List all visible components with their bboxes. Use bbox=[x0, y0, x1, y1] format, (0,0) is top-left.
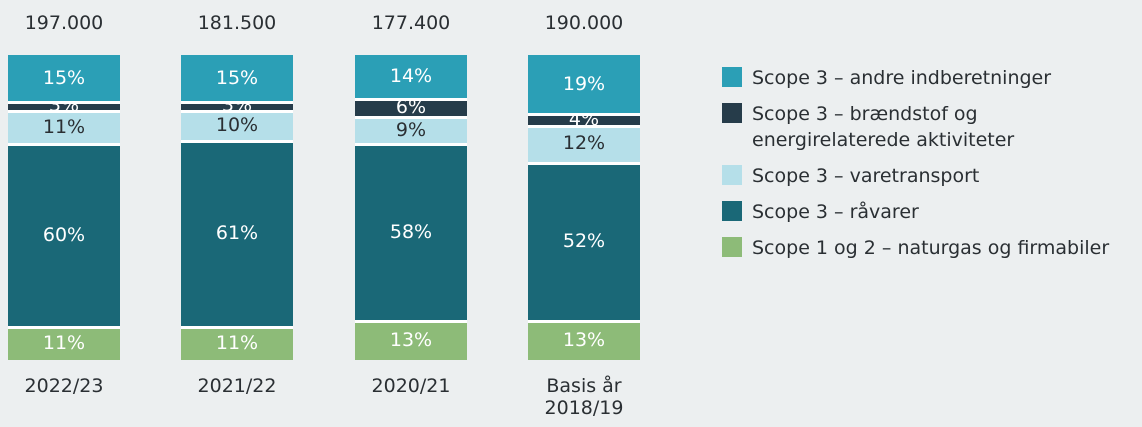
bar-segment bbox=[528, 323, 640, 360]
value-label: 11% bbox=[42, 332, 86, 355]
total-label: 181.500 bbox=[197, 12, 277, 34]
value-label: 52% bbox=[562, 230, 606, 253]
bar-segment bbox=[8, 146, 120, 327]
value-label: 11% bbox=[42, 115, 86, 138]
legend-label: Scope 3 – varetransport bbox=[752, 165, 980, 187]
category-label: 2020/21 bbox=[371, 375, 451, 397]
category-label: Basis år 2018/19 bbox=[544, 375, 624, 419]
value-label: 58% bbox=[389, 220, 433, 243]
bar-segment bbox=[528, 164, 640, 321]
category-label: 2021/22 bbox=[197, 375, 277, 397]
value-label: 13% bbox=[562, 329, 606, 352]
bar-segment bbox=[181, 55, 293, 101]
legend-swatch bbox=[722, 165, 742, 185]
value-label: 19% bbox=[562, 72, 606, 95]
value-label: 6% bbox=[395, 95, 427, 118]
legend-label: Scope 1 og 2 – naturgas og firmabiler bbox=[752, 237, 1110, 259]
bar-segment bbox=[355, 55, 467, 98]
bar-segment bbox=[355, 100, 467, 116]
value-label: 60% bbox=[42, 223, 86, 246]
bar-segment bbox=[8, 329, 120, 360]
category-label: 2022/23 bbox=[24, 375, 104, 397]
value-label: 15% bbox=[215, 66, 259, 89]
bar-segment bbox=[8, 103, 120, 110]
total-label: 197.000 bbox=[24, 12, 104, 34]
bar-segment bbox=[528, 115, 640, 126]
value-label: 9% bbox=[395, 118, 427, 141]
bar-segment bbox=[528, 55, 640, 113]
bar-segment bbox=[8, 112, 120, 144]
value-label: 10% bbox=[215, 114, 259, 137]
total-label: 177.400 bbox=[371, 12, 451, 34]
bar-segment bbox=[355, 119, 467, 144]
legend-swatch bbox=[722, 67, 742, 87]
value-label: 11% bbox=[215, 332, 259, 355]
legend-label: Scope 3 – brændstof og energirelaterede … bbox=[752, 103, 1015, 151]
value-label: 14% bbox=[389, 65, 433, 88]
value-label: 13% bbox=[389, 329, 433, 352]
bar-segment bbox=[528, 128, 640, 162]
value-label: 61% bbox=[215, 222, 259, 245]
bar-segment bbox=[355, 323, 467, 360]
value-label: 12% bbox=[562, 132, 606, 155]
bar-segment bbox=[181, 103, 293, 110]
value-label: 4% bbox=[568, 108, 600, 131]
legend-swatch bbox=[722, 237, 742, 257]
legend-label: Scope 3 – andre indberetninger bbox=[752, 67, 1052, 89]
total-label: 190.000 bbox=[544, 12, 624, 34]
bar-segment bbox=[8, 55, 120, 101]
bar-segment bbox=[181, 112, 293, 141]
legend-swatch bbox=[722, 103, 742, 123]
legend-swatch bbox=[722, 201, 742, 221]
value-label: 15% bbox=[42, 66, 86, 89]
legend-label: Scope 3 – råvarer bbox=[752, 201, 919, 223]
bar-segment bbox=[181, 329, 293, 360]
bar-segment bbox=[181, 143, 293, 327]
bar-segment bbox=[355, 146, 467, 321]
